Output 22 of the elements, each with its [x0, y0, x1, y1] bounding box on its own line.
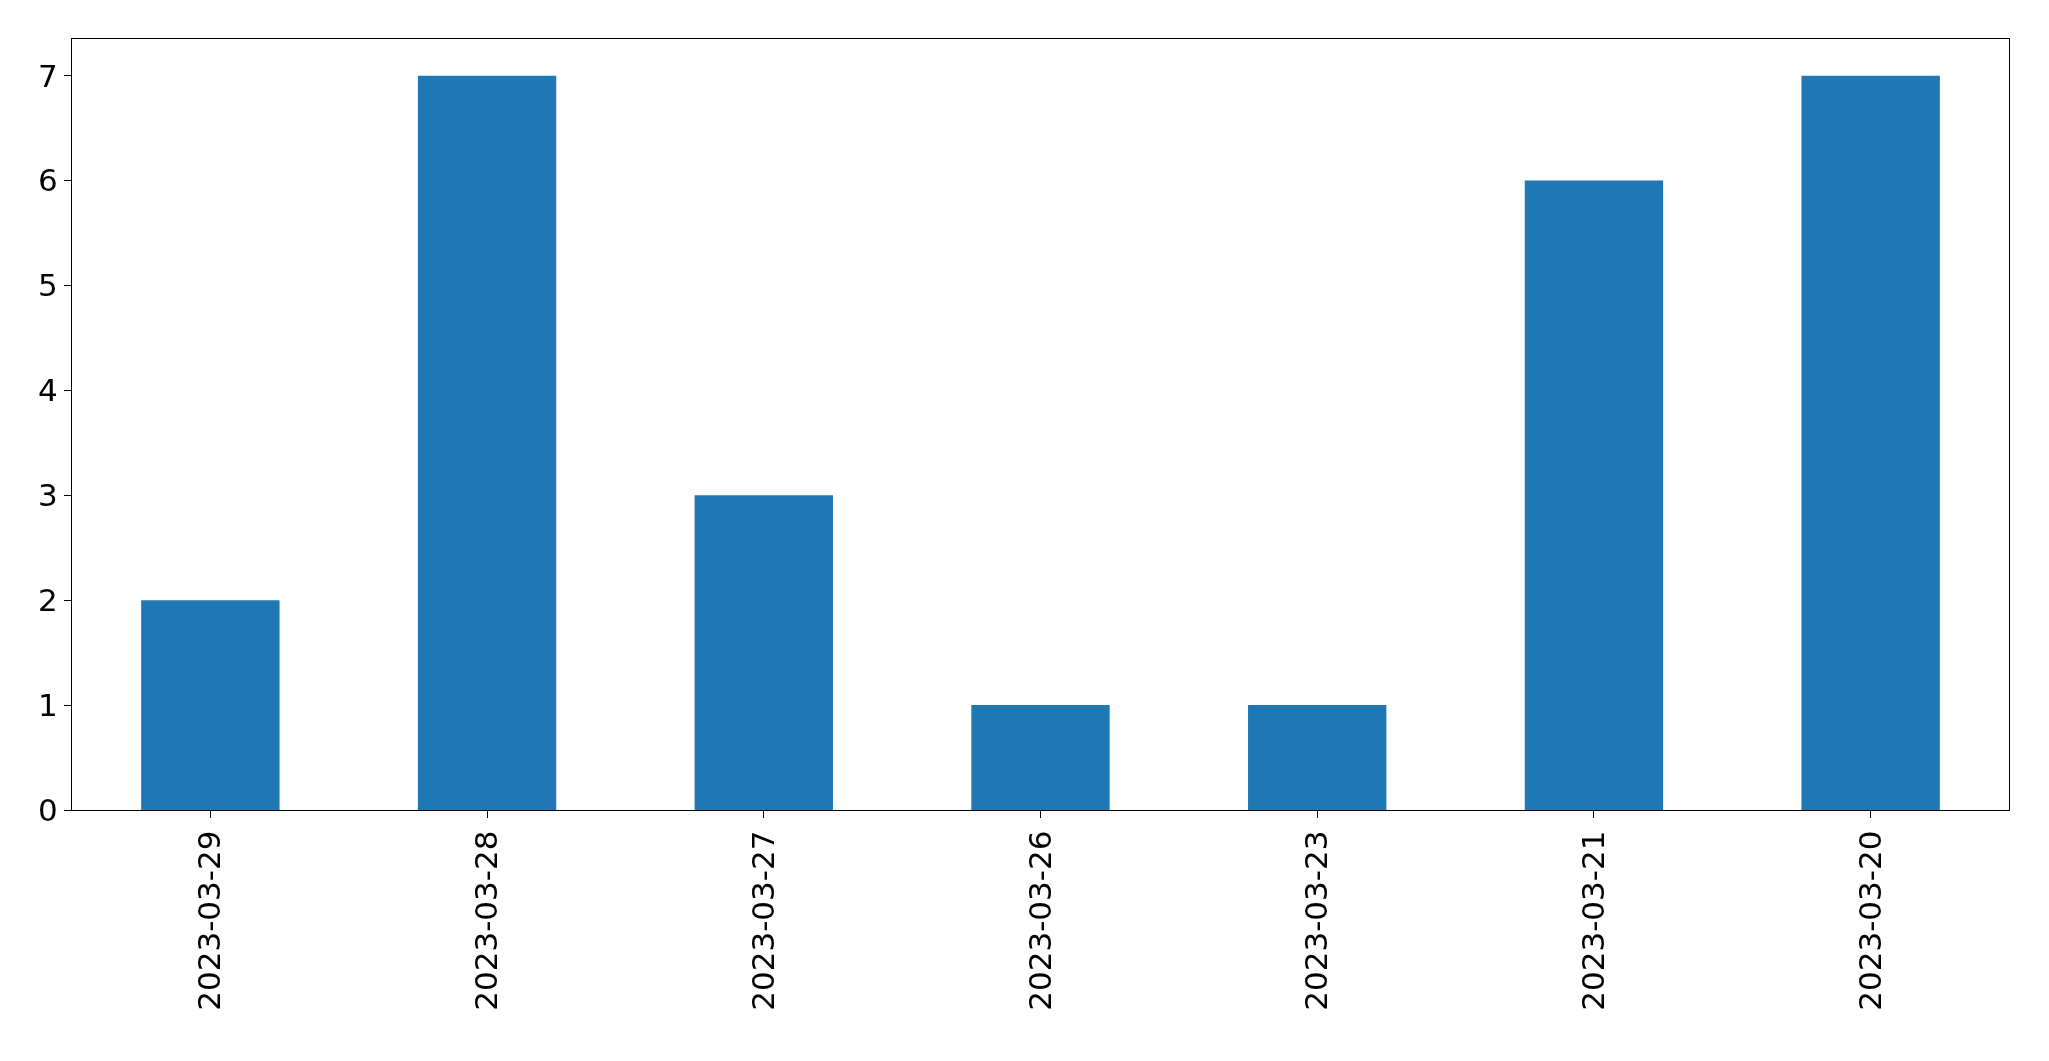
y-tick-label: 0 [37, 791, 58, 828]
y-tick-label: 3 [37, 477, 58, 514]
x-tick-label: 2023-03-29 [191, 830, 228, 1011]
y-tick-label: 4 [37, 372, 58, 409]
y-tick-label: 2 [37, 582, 58, 619]
x-tick-label: 2023-03-26 [1021, 830, 1058, 1011]
bar [971, 705, 1110, 810]
y-tick-label: 5 [37, 267, 58, 304]
bar [1524, 180, 1664, 810]
x-tick-label: 2023-03-28 [468, 830, 505, 1011]
bar [141, 600, 280, 810]
y-tick-label: 6 [37, 162, 58, 199]
bar [417, 75, 557, 810]
bar [1248, 705, 1387, 810]
bar [694, 495, 833, 810]
x-tick-label: 2023-03-27 [744, 830, 781, 1011]
x-tick-label: 2023-03-20 [1851, 830, 1888, 1011]
y-tick-label: 7 [37, 57, 58, 94]
x-tick-label: 2023-03-21 [1575, 830, 1612, 1011]
y-tick-label: 1 [37, 686, 58, 723]
bar [1801, 75, 1940, 810]
x-tick-label: 2023-03-23 [1298, 830, 1335, 1011]
